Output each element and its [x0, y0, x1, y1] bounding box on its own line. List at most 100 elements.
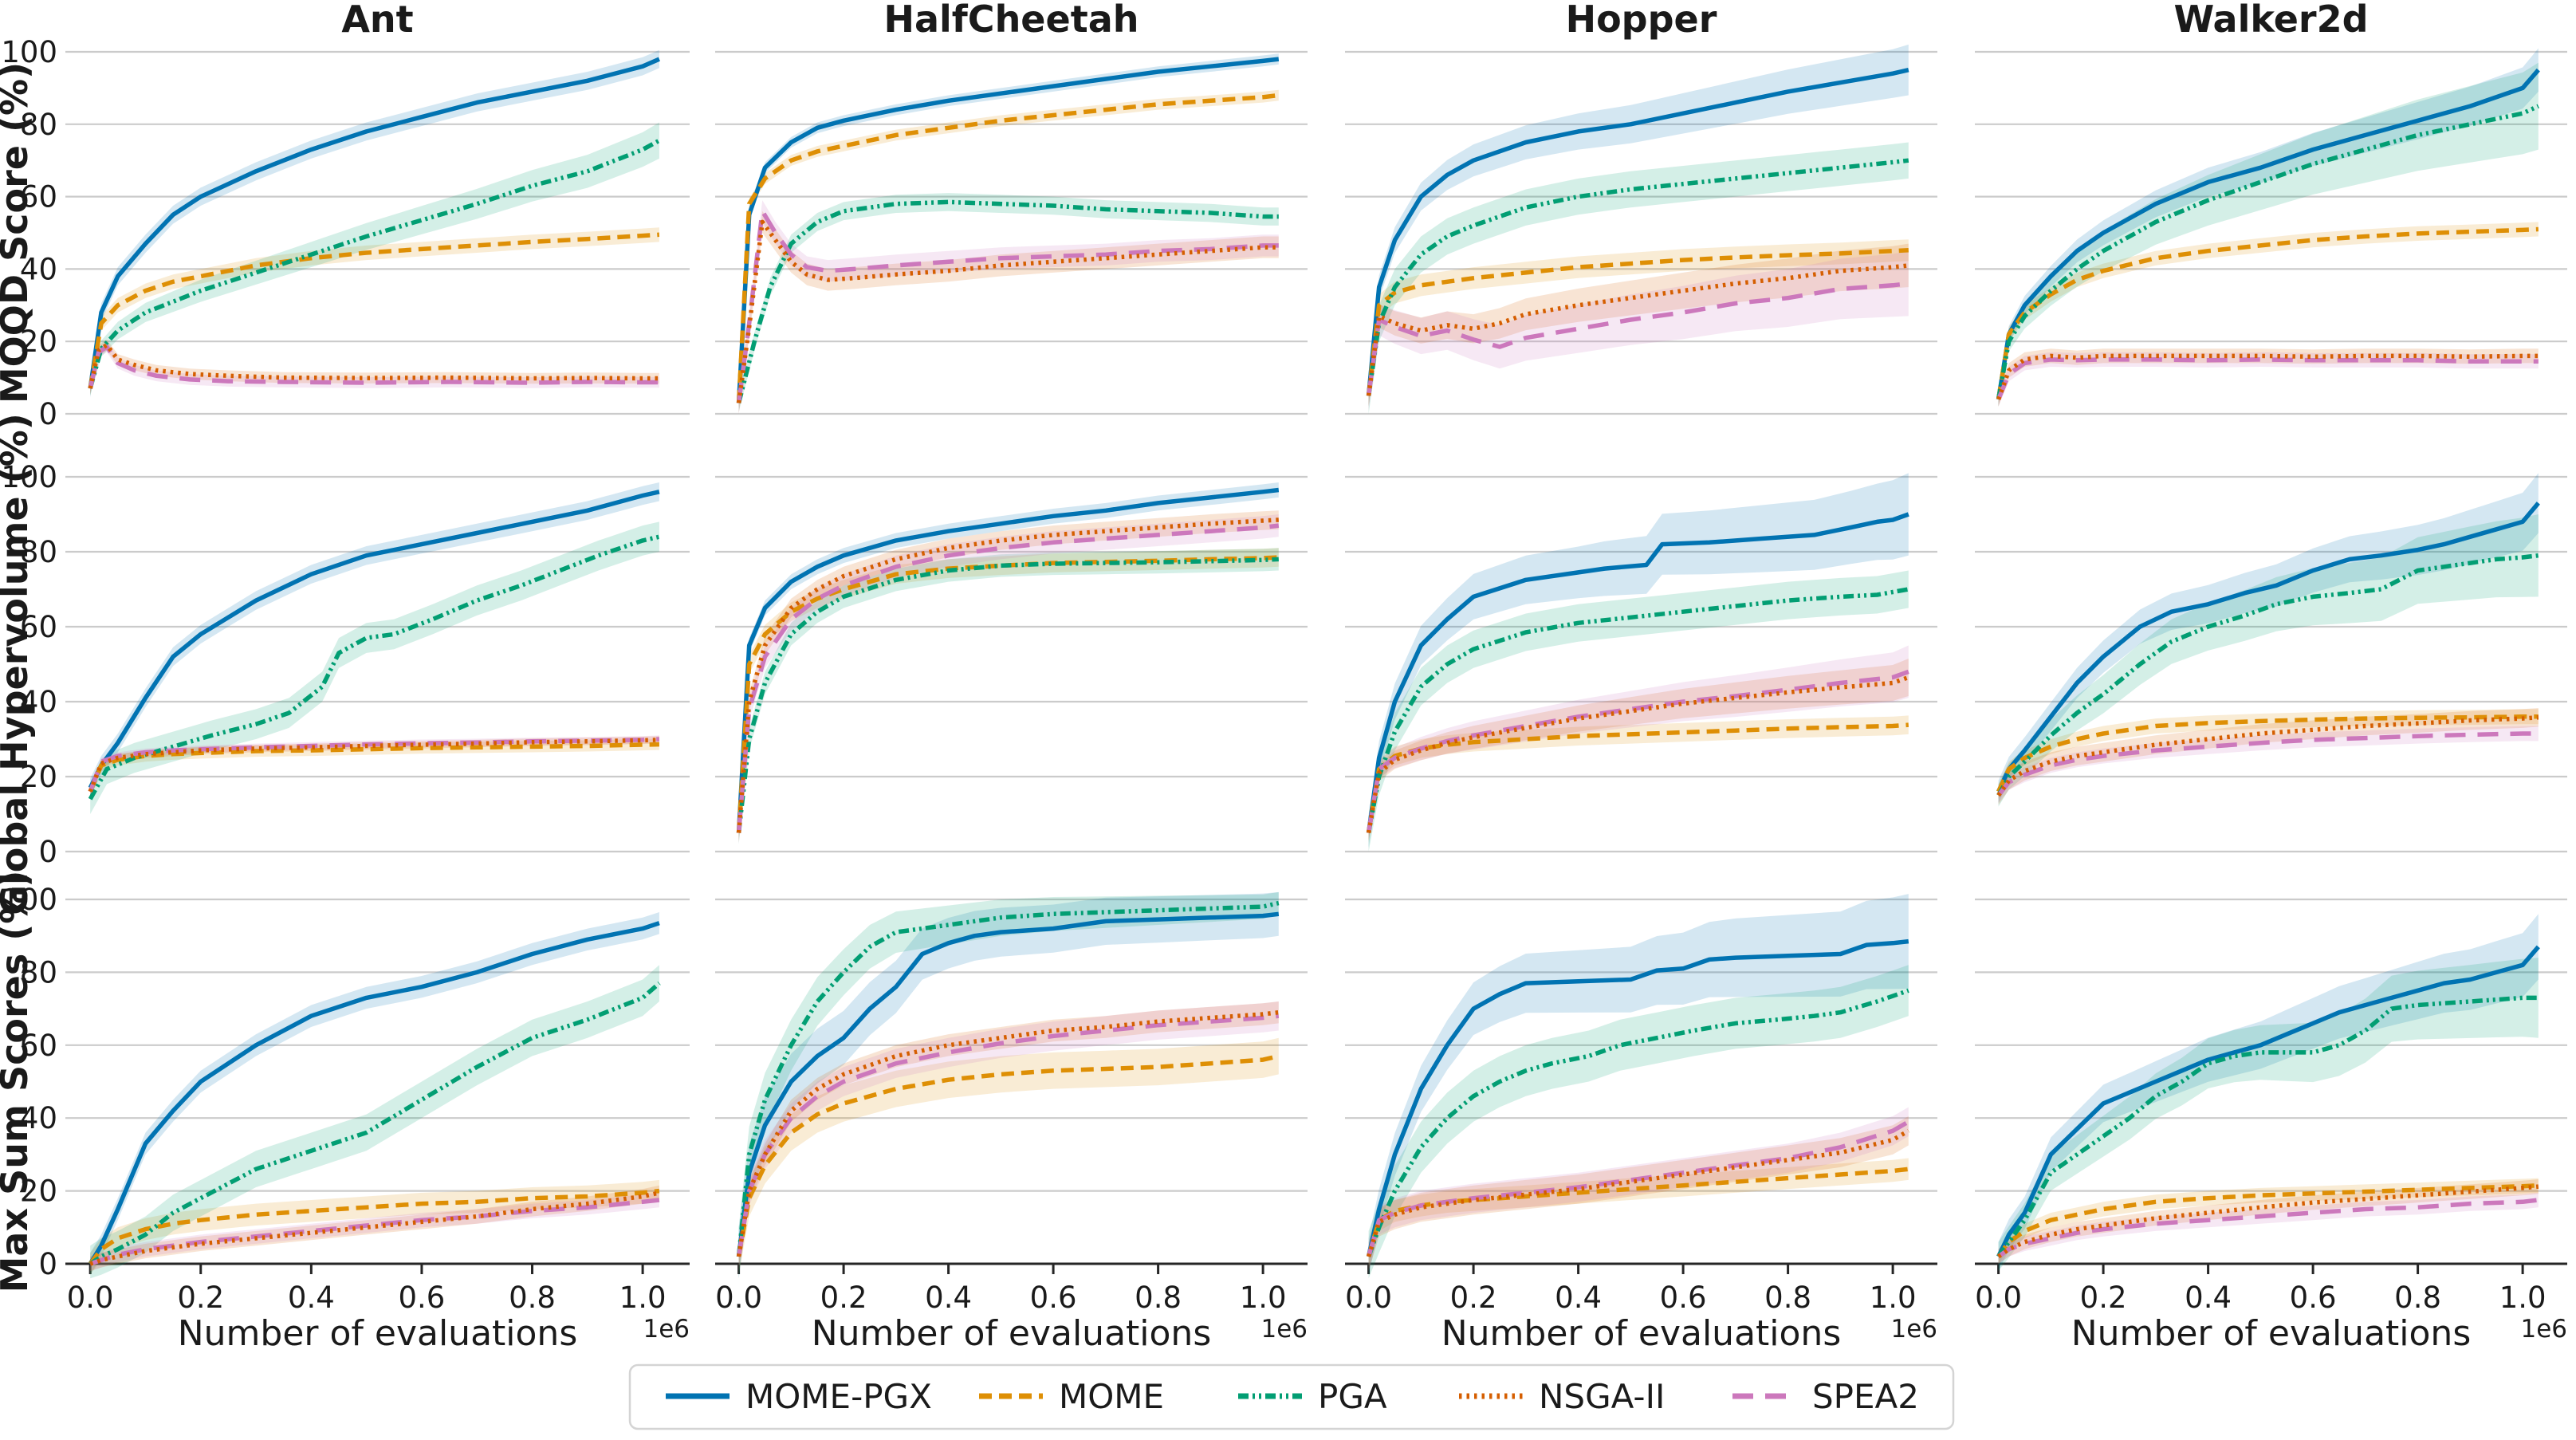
mome-line: [1366, 1167, 1909, 1257]
y-tick-label: 40: [20, 252, 57, 286]
panel-halfcheetah-global-hypervolume: [736, 482, 1280, 844]
x-offset-label: 1e6: [1260, 1315, 1308, 1344]
x-tick-label: 0.6: [2290, 1281, 2337, 1315]
mome-pgx-confidence-band: [738, 891, 1279, 1279]
pga-line: [1996, 104, 2539, 400]
mome-pgx-confidence-band: [1998, 914, 2539, 1272]
mome-pgx-confidence-band: [1998, 473, 2539, 803]
nsga-ii-line: [1996, 714, 2539, 797]
mome-pgx-line: [1996, 68, 2540, 400]
x-offset-label: 1e6: [2520, 1315, 2567, 1344]
mome-line: [1366, 248, 1909, 396]
y-tick-label: 80: [20, 535, 57, 569]
mome-pgx-confidence-band: [1368, 894, 1909, 1275]
y-tick-label: 80: [20, 108, 57, 142]
legend-item-pga: PGA: [1238, 1377, 1387, 1416]
mome-pgx-line: [1996, 502, 2540, 793]
mome-confidence-band: [1368, 1158, 1909, 1268]
x-tick-label: 0.4: [288, 1281, 335, 1315]
spea2-line: [1997, 1198, 2539, 1259]
panel-hopper-moqd-score: [1366, 44, 1909, 414]
nsga-ii-line: [736, 1009, 1280, 1257]
nsga-ii-confidence-band: [1368, 243, 1909, 407]
spea2-line: [1366, 669, 1909, 833]
nsga-ii-confidence-band: [90, 1185, 659, 1272]
legend-item-spea2: SPEA2: [1732, 1377, 1919, 1416]
column-title-halfcheetah: HalfCheetah: [883, 0, 1139, 41]
y-tick-label: 100: [1, 35, 57, 69]
x-axis-label: Number of evaluations: [812, 1313, 1212, 1354]
column-title-ant: Ant: [341, 0, 413, 41]
spea2-line: [736, 523, 1280, 833]
spea2-confidence-band: [1998, 352, 2539, 407]
y-tick-label: 20: [20, 760, 57, 794]
mome-confidence-band: [1998, 222, 2539, 407]
x-tick-label: 1.0: [2499, 1281, 2547, 1315]
legend-item-nsga-ii: NSGA-II: [1459, 1377, 1665, 1416]
y-tick-label: 40: [20, 1101, 57, 1135]
legend-item-mome: MOME: [979, 1377, 1164, 1416]
y-tick-label: 100: [1, 883, 57, 917]
pga-line: [88, 138, 661, 389]
spea2-line: [1366, 281, 1909, 396]
mome-pgx-line: [736, 487, 1280, 833]
mome-pgx-confidence-band: [90, 482, 659, 797]
x-tick-label: 0.8: [2394, 1281, 2441, 1315]
pga-line: [88, 534, 660, 801]
spea2-line: [88, 737, 660, 793]
x-tick-label: 0.0: [1975, 1281, 2022, 1315]
x-tick-label: 0.6: [399, 1281, 446, 1315]
y-axis-label-row2: Global Hypervolume (%): [0, 413, 36, 915]
axes-r1c1: 0 20 40 60 80 100 Ant: [1, 0, 690, 431]
x-tick-label: 0.0: [715, 1281, 762, 1315]
x-axis-label: Number of evaluations: [178, 1313, 578, 1354]
nsga-ii-line: [736, 219, 1279, 403]
axes-r2c4: [1975, 475, 2567, 853]
panel-walker2d-moqd-score: [1996, 48, 2540, 407]
panel-walker2d-global-hypervolume: [1996, 473, 2540, 807]
legend-label: NSGA-II: [1539, 1377, 1665, 1416]
mome-line: [1366, 722, 1909, 833]
pga-confidence-band: [1368, 965, 1909, 1279]
x-tick-label: 1.0: [1870, 1281, 1917, 1315]
pga-confidence-band: [90, 965, 659, 1279]
mome-line: [1996, 1182, 2539, 1258]
x-tick-label: 0.0: [67, 1281, 114, 1315]
mome-pgx-line: [1366, 68, 1909, 396]
x-tick-label: 0.4: [925, 1281, 972, 1315]
legend: MOME-PGX MOME PGA NSGA-II SPEA2: [628, 1363, 1955, 1430]
spea2-confidence-band: [1998, 1192, 2539, 1264]
mome-pgx-line: [88, 921, 660, 1265]
nsga-ii-line: [1366, 263, 1909, 396]
legend-label: PGA: [1318, 1377, 1387, 1416]
legend-label: MOME: [1059, 1377, 1164, 1416]
pga-line: [736, 557, 1279, 833]
axes-r2c2: [715, 475, 1308, 853]
mome-pgx-line: [1366, 938, 1909, 1257]
mome-pgx-confidence-band: [90, 49, 659, 398]
y-tick-label: 40: [20, 685, 57, 719]
nsga-ii-line: [88, 342, 659, 389]
spea2-confidence-band: [1368, 645, 1909, 840]
nsga-ii-confidence-band: [738, 1001, 1279, 1268]
x-tick-label: 0.8: [1764, 1281, 1811, 1315]
legend-item-mome-pgx: MOME-PGX: [666, 1377, 932, 1416]
y-tick-label: 0: [38, 835, 57, 869]
x-offset-label: 1e6: [1890, 1315, 1937, 1344]
pga-line: [1366, 158, 1909, 396]
nsga-ii-confidence-band: [1998, 1179, 2539, 1264]
panel-ant-global-hypervolume: [88, 482, 660, 814]
column-title-hopper: Hopper: [1566, 0, 1717, 41]
mome-line: [736, 1053, 1280, 1257]
column-title-walker2d: Walker2d: [2173, 0, 2368, 41]
mome-pgx-line: [88, 490, 660, 789]
pga-confidence-band: [1998, 958, 2539, 1272]
mome-pgx-line: [1996, 945, 2540, 1258]
x-tick-label: 0.2: [2080, 1281, 2127, 1315]
x-tick-label: 1.0: [1240, 1281, 1287, 1315]
nsga-ii-line: [1366, 1128, 1910, 1257]
spea2-line: [736, 1013, 1280, 1257]
spea2-line: [1996, 731, 2539, 797]
